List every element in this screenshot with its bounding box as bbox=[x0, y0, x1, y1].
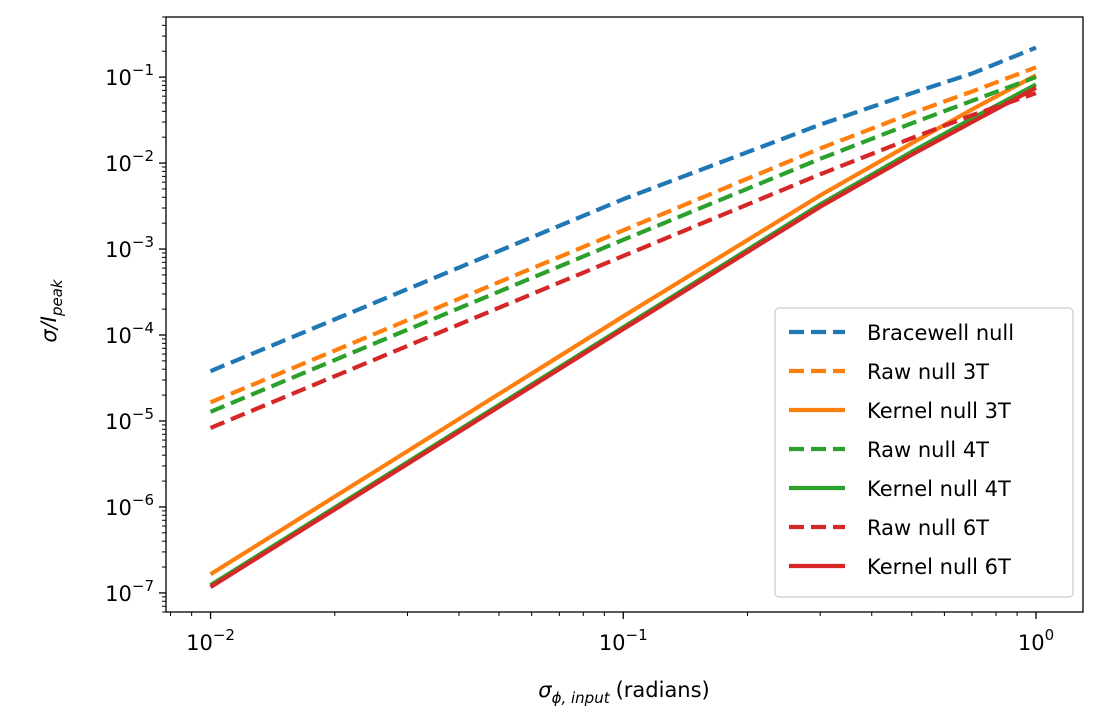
series-line-raw-null-6t bbox=[209, 91, 1037, 430]
y-axis-label: σ/Ipeak bbox=[37, 278, 66, 343]
y-tick-label: 10−4 bbox=[105, 319, 154, 348]
x-axis-label-units: (radians) bbox=[616, 678, 710, 702]
y-tick-label: 10−2 bbox=[105, 147, 154, 176]
legend-label: Kernel null 6T bbox=[867, 555, 1011, 579]
legend-label: Kernel null 3T bbox=[867, 399, 1011, 423]
series-layer bbox=[209, 45, 1037, 589]
y-axis-label-subscript: peak bbox=[48, 278, 66, 317]
y-axis: 10−7 10−6 10−5 10−4 10−3 10−2 10−1 bbox=[105, 16, 166, 613]
x-tick-label: 10−2 bbox=[186, 626, 235, 655]
legend-label: Raw null 6T bbox=[867, 516, 989, 540]
y-tick-label: 10−5 bbox=[105, 405, 154, 434]
x-tick-label: 10−1 bbox=[599, 626, 648, 655]
x-axis: 10−2 10−1 100 bbox=[170, 612, 1054, 655]
legend-label: Raw null 4T bbox=[867, 438, 989, 462]
y-axis-label-main: σ/I bbox=[37, 316, 61, 343]
legend: Bracewell null Raw null 3T Kernel null 3T R… bbox=[774, 307, 1074, 598]
plot-frame bbox=[165, 16, 1084, 613]
y-tick-label: 10−6 bbox=[105, 491, 154, 520]
y-tick-label: 10−3 bbox=[105, 233, 154, 262]
legend-label: Bracewell null bbox=[867, 321, 1014, 345]
series-line-kernel-null-6t bbox=[209, 85, 1037, 589]
series-line-kernel-null-3t bbox=[209, 73, 1037, 577]
legend-box bbox=[774, 307, 1074, 598]
series-line-raw-null-3t bbox=[209, 65, 1037, 405]
y-tick-label: 10−7 bbox=[105, 577, 154, 606]
series-line-bracewell-null bbox=[209, 45, 1037, 374]
x-tick-label: 100 bbox=[1018, 626, 1054, 655]
legend-label: Raw null 3T bbox=[867, 360, 989, 384]
y-tick-label: 10−1 bbox=[105, 61, 154, 90]
x-axis-label-subscript: ϕ, input bbox=[552, 689, 611, 707]
x-axis-label-symbol: σ bbox=[538, 678, 552, 702]
x-axis-label: σϕ, input (radians) bbox=[538, 678, 710, 707]
series-line-raw-null-4t bbox=[209, 75, 1037, 414]
legend-label: Kernel null 4T bbox=[867, 477, 1011, 501]
